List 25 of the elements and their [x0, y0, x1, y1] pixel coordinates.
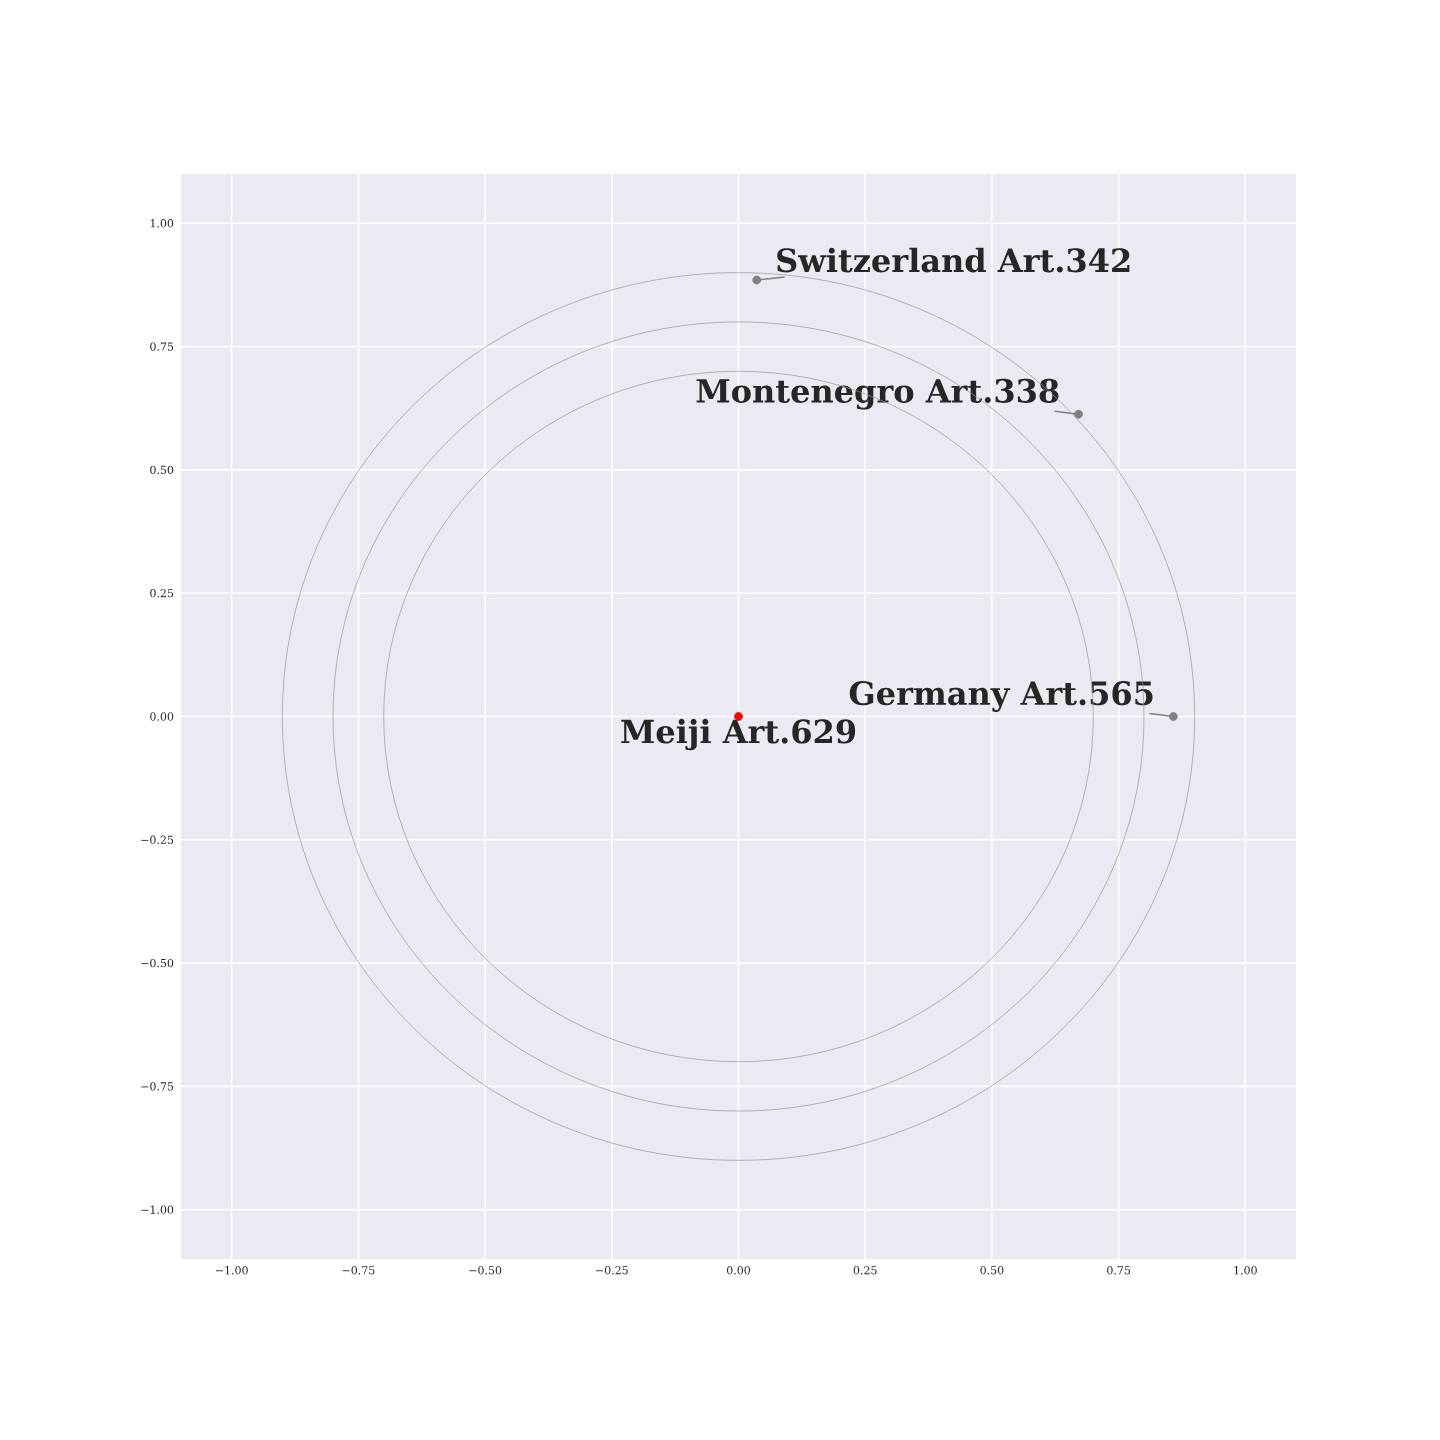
- x-tick-label: −0.50: [469, 1266, 502, 1275]
- y-tick-label: −0.25: [141, 835, 174, 844]
- point: [1168, 712, 1178, 721]
- x-tick-label: 0.25: [853, 1266, 877, 1275]
- y-tick-label: 0.50: [150, 465, 174, 475]
- y-tick-label: 1.00: [150, 219, 174, 228]
- x-tick-label: 1.00: [1234, 1266, 1257, 1275]
- y-tick-label: 0.00: [150, 712, 174, 721]
- x-tick-label: −0.75: [342, 1266, 375, 1275]
- y-tick-label: 0.25: [150, 589, 174, 598]
- y-tick-label: −0.50: [141, 958, 174, 968]
- y-tick-label: 0.75: [150, 342, 174, 351]
- x-tick-label: 0.50: [980, 1266, 1004, 1275]
- x-tick-label: −1.00: [215, 1266, 248, 1275]
- annotation: Switzerland Art.342: [777, 247, 1130, 273]
- x-tick-label: 0.00: [726, 1266, 751, 1275]
- point: [752, 275, 762, 285]
- point: [1074, 409, 1083, 419]
- y-tick-label: −0.75: [141, 1082, 174, 1091]
- x-tick-label: 0.75: [1107, 1266, 1131, 1275]
- x-tick-label: −0.25: [596, 1266, 628, 1275]
- y-tick-label: −1.00: [141, 1205, 174, 1214]
- annotation: Germany Art.565: [849, 681, 1153, 712]
- annotation: Montenegro Art.338: [696, 378, 1059, 410]
- annotation: Meiji Art.629: [621, 718, 856, 751]
